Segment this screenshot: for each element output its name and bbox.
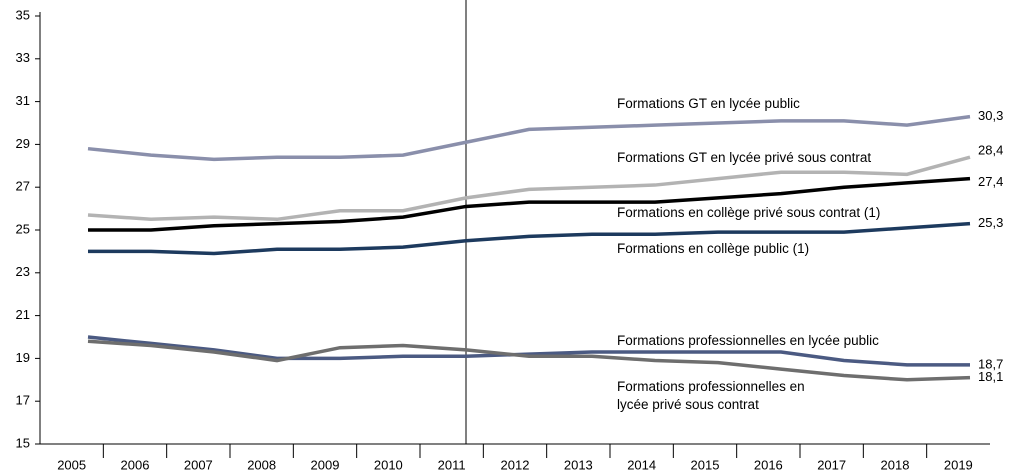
value-label: 18,7 <box>978 356 1003 371</box>
x-tick-label: 2005 <box>57 457 86 472</box>
series-line <box>87 339 971 382</box>
x-tick-label: 2011 <box>438 457 466 472</box>
value-label: 18,1 <box>978 369 1003 384</box>
y-tick-label: 31 <box>16 93 30 108</box>
series-name: Formations en collège public (1) <box>617 241 810 256</box>
y-tick-label: 17 <box>16 393 30 408</box>
x-tick-label: 2016 <box>754 457 783 472</box>
y-tick-label: 23 <box>16 264 30 279</box>
series-name: Formations GT en lycée public <box>617 96 800 111</box>
y-tick-label: 21 <box>16 307 30 322</box>
y-tick-label: 27 <box>16 179 30 194</box>
series-name: Formations professionnelles en lycée pub… <box>617 333 879 348</box>
value-label: 27,4 <box>978 174 1003 189</box>
series-line <box>88 176 971 232</box>
series-name: Formations professionnelles en lycée pri… <box>617 379 805 412</box>
series-name: Formations GT en lycée privé sous contra… <box>617 150 872 165</box>
series-line <box>87 114 971 162</box>
value-label: 28,4 <box>978 143 1003 158</box>
y-tick-label: 25 <box>16 221 30 236</box>
series-line <box>87 155 971 222</box>
x-tick-label: 2019 <box>944 457 973 472</box>
x-tick-label: 2007 <box>184 457 213 472</box>
series-line <box>87 335 970 367</box>
x-tick-label: 2018 <box>881 457 910 472</box>
y-tick-label: 29 <box>16 136 30 151</box>
x-tick-label: 2017 <box>817 457 846 472</box>
x-tick-label: 2009 <box>311 457 340 472</box>
y-tick-label: 19 <box>16 350 30 365</box>
value-label: 30,3 <box>978 108 1003 123</box>
x-tick-label: 2014 <box>627 457 656 472</box>
series-line <box>88 221 971 256</box>
x-tick-label: 2015 <box>691 457 720 472</box>
y-tick-label: 15 <box>16 435 30 450</box>
x-tick-label: 2010 <box>374 457 403 472</box>
y-tick-label: 35 <box>16 7 30 22</box>
series-name: Formations en collège privé sous contrat… <box>617 205 881 220</box>
x-tick-label: 2012 <box>501 457 530 472</box>
x-tick-label: 2013 <box>564 457 593 472</box>
x-tick-label: 2006 <box>121 457 150 472</box>
value-label: 25,3 <box>978 215 1003 230</box>
y-tick-label: 33 <box>16 50 30 65</box>
x-tick-label: 2008 <box>247 457 276 472</box>
